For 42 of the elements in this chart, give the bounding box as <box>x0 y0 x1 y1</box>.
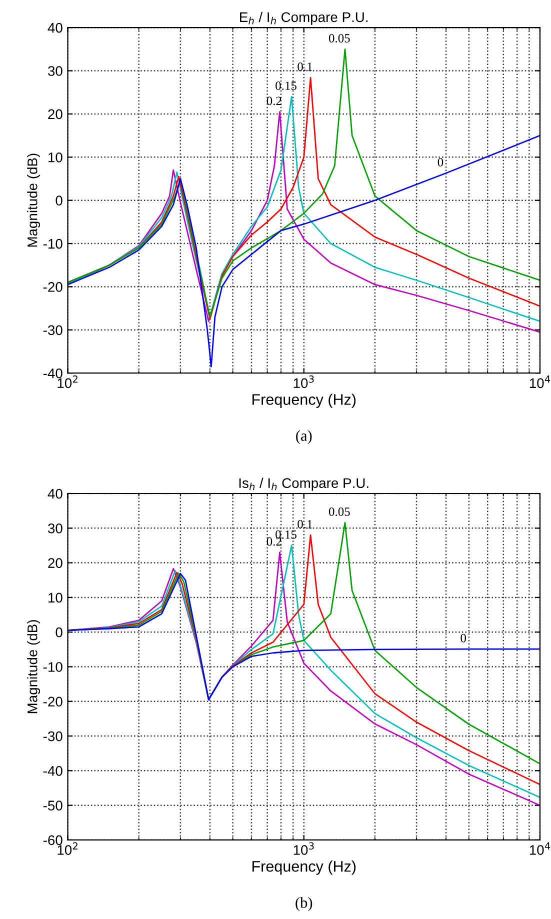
y-tick-label: 0 <box>56 627 62 638</box>
x-tick-label: 10$^{4}$ <box>530 842 550 855</box>
y-tick-label: 30 <box>48 523 62 534</box>
x-tick-label: 10$^{3}$ <box>294 842 314 855</box>
y-tick-label: -10 <box>43 238 62 249</box>
y-tick-label: 20 <box>48 109 62 120</box>
series-label: 0.2 <box>266 96 282 106</box>
y-tick-label: -60 <box>43 835 62 846</box>
x-tick-label: 10$^{3}$ <box>294 375 314 388</box>
y-tick-label: 10 <box>48 592 62 603</box>
series-label: 0 <box>438 158 444 166</box>
y-axis-title: Magnitude (dB) <box>27 154 40 247</box>
series-label: 0.15 <box>276 530 296 539</box>
y-tick-label: -40 <box>43 368 62 378</box>
y-tick-label: -20 <box>43 696 62 707</box>
y-tick-label: 40 <box>48 488 62 499</box>
series-label: 0.15 <box>276 82 296 90</box>
y-tick-label: 10 <box>48 152 62 162</box>
series-label: 0.05 <box>328 34 350 43</box>
y-tick-label: -30 <box>43 731 62 742</box>
chart-title: Is$_{h}$ / I$_{h}$ Compare P.U. <box>239 478 368 491</box>
text: (a) <box>296 430 312 444</box>
series-label: 0 <box>460 634 466 642</box>
x-axis-title: Frequency (Hz) <box>252 394 356 408</box>
series-label: 0.05 <box>328 507 350 516</box>
y-tick-label: -40 <box>43 766 62 776</box>
x-axis-title: Frequency (Hz) <box>252 860 356 875</box>
series-label: 0.2 <box>266 537 282 546</box>
series-label: 0.1 <box>298 62 312 72</box>
y-tick-label: 30 <box>48 66 62 76</box>
text: (b) <box>296 897 312 911</box>
y-axis-title: Magnitude (dB) <box>27 620 40 714</box>
chart-title: E$_{h}$ / I$_{h}$ Compare P.U. <box>240 12 368 25</box>
y-tick-label: -10 <box>43 662 62 672</box>
y-tick-label: -30 <box>43 325 62 336</box>
y-tick-label: 40 <box>48 22 62 33</box>
y-tick-label: 20 <box>48 558 62 568</box>
x-tick-label: 10$^{4}$ <box>530 376 550 388</box>
y-tick-label: -50 <box>43 800 62 810</box>
series-label: 0.1 <box>298 520 312 528</box>
y-tick-label: -20 <box>43 282 62 292</box>
y-tick-label: 0 <box>56 196 62 206</box>
